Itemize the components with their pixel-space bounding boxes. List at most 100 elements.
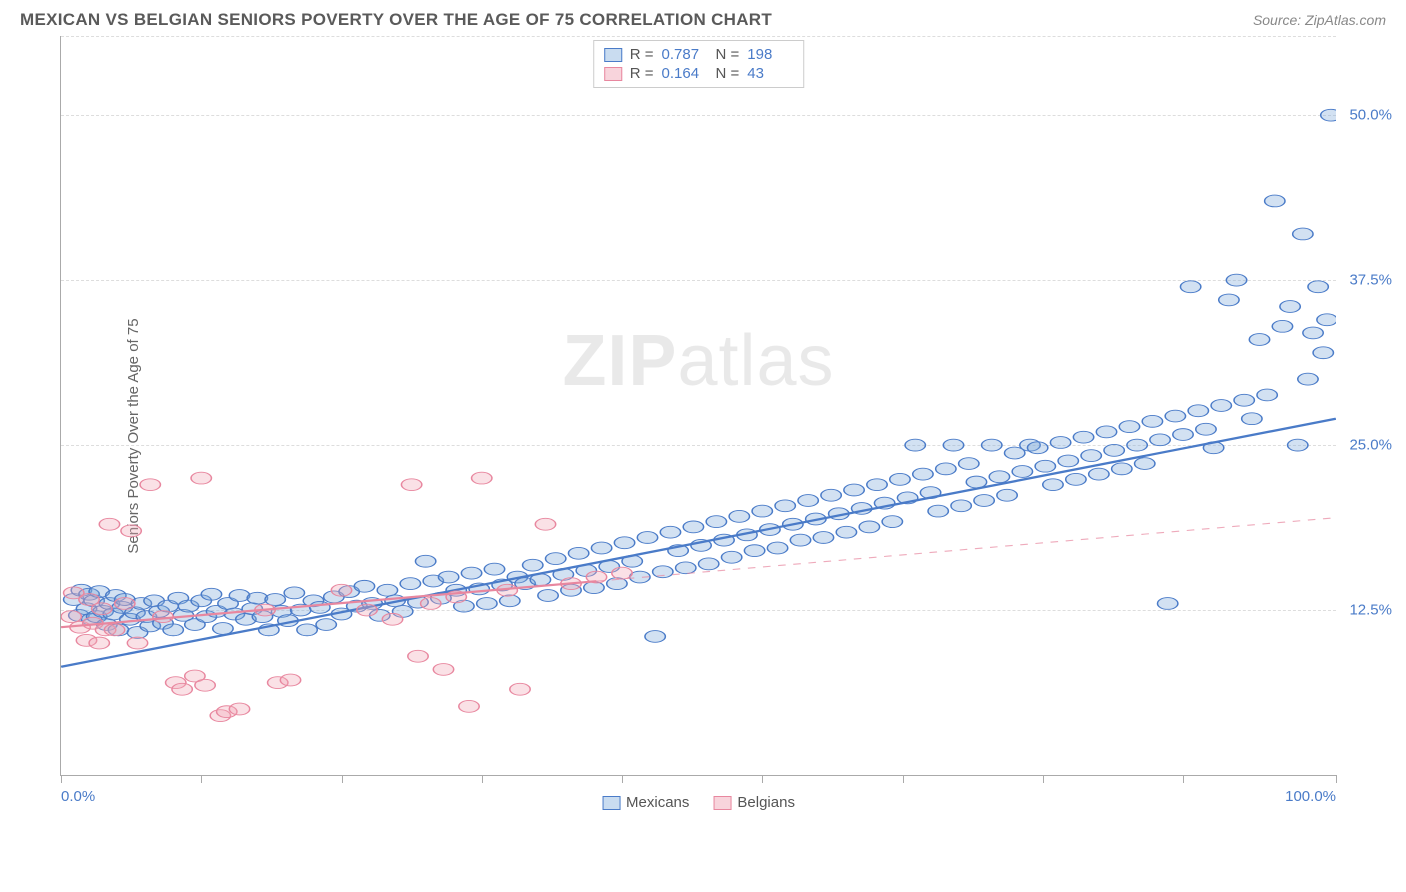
data-point [1280,301,1300,313]
data-point [729,510,749,522]
data-point [104,624,124,636]
data-point [415,555,435,567]
data-point [408,650,428,662]
legend-n-label: N = [716,65,740,82]
data-point [229,703,249,715]
data-point [1035,460,1055,472]
data-point [400,578,420,590]
data-point [1043,479,1063,491]
x-tick [903,775,904,783]
data-point [706,516,726,528]
data-point [813,532,833,544]
data-point [1298,373,1318,385]
legend-swatch [604,48,622,62]
correlation-legend: R = 0.787 N = 198 R = 0.164 N = 43 [593,40,805,88]
data-point [195,679,215,691]
scatter-svg [61,36,1336,775]
data-point [1196,423,1216,435]
data-point [1058,455,1078,467]
data-point [1257,389,1277,401]
data-point [1211,400,1231,412]
chart-title: MEXICAN VS BELGIAN SENIORS POVERTY OVER … [20,10,772,30]
data-point [401,479,421,491]
data-point [905,439,925,451]
data-point [1288,439,1308,451]
data-point [1081,450,1101,462]
x-tick [1043,775,1044,783]
data-point [1293,228,1313,240]
data-point [836,526,856,538]
x-tick [61,775,62,783]
data-point [591,542,611,554]
data-point [297,624,317,636]
y-tick-label: 12.5% [1349,602,1392,619]
legend-swatch [713,796,731,810]
data-point [92,603,112,615]
data-point [459,700,479,712]
y-tick-label: 25.0% [1349,437,1392,454]
legend-label: Mexicans [626,794,689,811]
data-point [433,664,453,676]
data-point [1272,320,1292,332]
data-point [523,559,543,571]
data-point [382,613,402,625]
data-point [882,516,902,528]
data-point [1089,468,1109,480]
data-point [1150,434,1170,446]
data-point [127,637,147,649]
data-point [472,472,492,484]
legend-n-value: 43 [747,65,793,82]
x-tick-label: 0.0% [61,788,95,805]
data-point [1050,437,1070,449]
data-point [140,479,160,491]
data-point [1265,195,1285,207]
data-point [484,563,504,575]
data-point [1012,466,1032,478]
data-point [637,532,657,544]
data-point [1073,431,1093,443]
data-point [89,637,109,649]
x-tick [201,775,202,783]
data-point [172,683,192,695]
y-tick-label: 50.0% [1349,107,1392,124]
x-tick-label: 100.0% [1285,788,1336,805]
data-point [676,562,696,574]
data-point [331,584,351,596]
data-point [421,598,441,610]
x-tick [1183,775,1184,783]
legend-r-value: 0.164 [662,65,708,82]
data-point [568,547,588,559]
data-point [99,518,119,530]
data-point [767,542,787,554]
y-tick-label: 37.5% [1349,272,1392,289]
data-point [1188,405,1208,417]
legend-item: Belgians [713,794,795,811]
data-point [1242,413,1262,425]
data-point [614,537,634,549]
data-point [936,463,956,475]
data-point [354,580,374,592]
data-point [1173,429,1193,441]
data-point [153,611,173,623]
data-point [1308,281,1328,293]
legend-n-label: N = [716,46,740,63]
data-point [1158,598,1178,610]
data-point [191,472,211,484]
data-point [752,505,772,517]
chart-header: MEXICAN VS BELGIAN SENIORS POVERTY OVER … [0,0,1406,36]
x-tick [342,775,343,783]
data-point [867,479,887,491]
data-point [535,518,555,530]
data-point [1142,415,1162,427]
data-point [721,551,741,563]
data-point [438,571,458,583]
data-point [377,584,397,596]
data-point [612,567,632,579]
data-point [461,567,481,579]
data-point [1112,463,1132,475]
data-point [683,521,703,533]
data-point [61,611,81,623]
data-point [1127,439,1147,451]
data-point [316,619,336,631]
data-point [660,526,680,538]
